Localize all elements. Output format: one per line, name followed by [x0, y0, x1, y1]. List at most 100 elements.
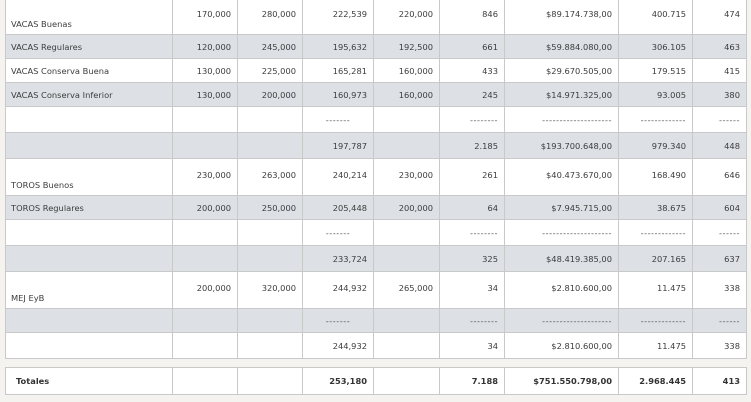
value-cell: 220,000: [373, 0, 440, 35]
table-row: TOROS Regulares 200,000 250,000 205,448 …: [5, 195, 747, 220]
value-cell: 130,000: [172, 82, 238, 107]
spacer-cell: [6, 359, 747, 368]
value-cell: 400.715: [618, 0, 693, 35]
category-cell: TOROS Regulares: [5, 195, 173, 220]
value-cell: $89.174.738,00: [504, 0, 619, 35]
cattle-price-table: VACAS Buenas 170,000 280,000 222,539 220…: [5, 0, 747, 395]
value-cell: 433: [439, 58, 505, 83]
separator-row: ------- -------- -------------------- --…: [5, 106, 747, 133]
value-cell: 380: [692, 82, 747, 107]
total-cell: 2.968.445: [618, 367, 693, 395]
subtotal-cell: 2.185: [439, 132, 505, 159]
value-cell: 225,000: [237, 58, 303, 83]
empty-cell: [237, 219, 303, 246]
separator-row: ------- -------- -------------------- --…: [5, 308, 747, 333]
value-cell: 661: [439, 34, 505, 59]
empty-cell: [5, 106, 173, 133]
empty-cell: [172, 245, 238, 272]
value-cell: 200,000: [172, 271, 238, 309]
value-cell: 474: [692, 0, 747, 35]
value-cell: $7.945.715,00: [504, 195, 619, 220]
category-cell: VACAS Buenas: [5, 0, 173, 35]
value-cell: 200,000: [172, 195, 238, 220]
value-cell: 230,000: [373, 158, 440, 196]
value-cell: 280,000: [237, 0, 303, 35]
empty-cell: [172, 308, 238, 333]
value-cell: 200,000: [373, 195, 440, 220]
subtotal-cell: 979.340: [618, 132, 693, 159]
value-cell: 222,539: [302, 0, 374, 35]
category-cell: VACAS Conserva Buena: [5, 58, 173, 83]
subtotal-cell: 11.475: [618, 332, 693, 359]
value-cell: 160,000: [373, 82, 440, 107]
subtotal-cell: 637: [692, 245, 747, 272]
totals-row: Totales 253,180 7.188 $751.550.798,00 2.…: [5, 367, 747, 395]
value-cell: 192,500: [373, 34, 440, 59]
dash-cell: --------------------: [504, 308, 619, 333]
value-cell: 93.005: [618, 82, 693, 107]
value-cell: 320,000: [237, 271, 303, 309]
subtotal-cell: 338: [692, 332, 747, 359]
table-row: VACAS Conserva Buena 130,000 225,000 165…: [5, 58, 747, 83]
subtotal-cell: $2.810.600,00: [504, 332, 619, 359]
value-cell: 240,214: [302, 158, 374, 196]
value-cell: 165,281: [302, 58, 374, 83]
total-cell: 413: [692, 367, 747, 395]
dash-cell: -------------: [618, 219, 693, 246]
empty-cell: [373, 308, 440, 333]
value-cell: 64: [439, 195, 505, 220]
dash-cell: --------: [439, 308, 505, 333]
table-row: TOROS Buenos 230,000 263,000 240,214 230…: [5, 158, 747, 196]
category-cell: TOROS Buenos: [5, 158, 173, 196]
subtotal-cell: 448: [692, 132, 747, 159]
totals-label: Totales: [5, 367, 173, 395]
empty-cell: [5, 219, 173, 246]
empty-cell: [373, 245, 440, 272]
dash-cell: --------------------: [504, 106, 619, 133]
subtotal-row: 197,787 2.185 $193.700.648,00 979.340 44…: [5, 132, 747, 159]
category-cell: VACAS Conserva Inferior: [5, 82, 173, 107]
empty-cell: [373, 219, 440, 246]
value-cell: 263,000: [237, 158, 303, 196]
value-cell: 195,632: [302, 34, 374, 59]
value-cell: $14.971.325,00: [504, 82, 619, 107]
empty-cell: [172, 219, 238, 246]
value-cell: 200,000: [237, 82, 303, 107]
value-cell: 245: [439, 82, 505, 107]
value-cell: 168.490: [618, 158, 693, 196]
value-cell: 604: [692, 195, 747, 220]
total-cell: $751.550.798,00: [504, 367, 619, 395]
value-cell: 130,000: [172, 58, 238, 83]
spacer-row: [6, 359, 747, 368]
dash-cell: ------: [692, 106, 747, 133]
dash-cell: -------: [302, 106, 374, 133]
value-cell: 306.105: [618, 34, 693, 59]
empty-cell: [5, 245, 173, 272]
subtotal-cell: 233,724: [302, 245, 374, 272]
value-cell: 160,000: [373, 58, 440, 83]
separator-row: ------- -------- -------------------- --…: [5, 219, 747, 246]
subtotal-cell: 325: [439, 245, 505, 272]
value-cell: 646: [692, 158, 747, 196]
value-cell: 120,000: [172, 34, 238, 59]
dash-cell: --------: [439, 106, 505, 133]
subtotal-row: 233,724 325 $48.419.385,00 207.165 637: [5, 245, 747, 272]
value-cell: 846: [439, 0, 505, 35]
dash-cell: ------: [692, 219, 747, 246]
empty-cell: [172, 132, 238, 159]
empty-cell: [172, 332, 238, 359]
dash-cell: -------: [302, 308, 374, 333]
table-row: VACAS Buenas 170,000 280,000 222,539 220…: [5, 0, 747, 35]
table-row: VACAS Regulares 120,000 245,000 195,632 …: [5, 34, 747, 59]
category-cell: MEJ EyB: [5, 271, 173, 309]
value-cell: 261: [439, 158, 505, 196]
value-cell: 205,448: [302, 195, 374, 220]
empty-cell: [373, 332, 440, 359]
dash-cell: ------: [692, 308, 747, 333]
value-cell: $59.884.080,00: [504, 34, 619, 59]
value-cell: 160,973: [302, 82, 374, 107]
empty-cell: [237, 308, 303, 333]
dash-cell: -------------: [618, 308, 693, 333]
value-cell: 245,000: [237, 34, 303, 59]
